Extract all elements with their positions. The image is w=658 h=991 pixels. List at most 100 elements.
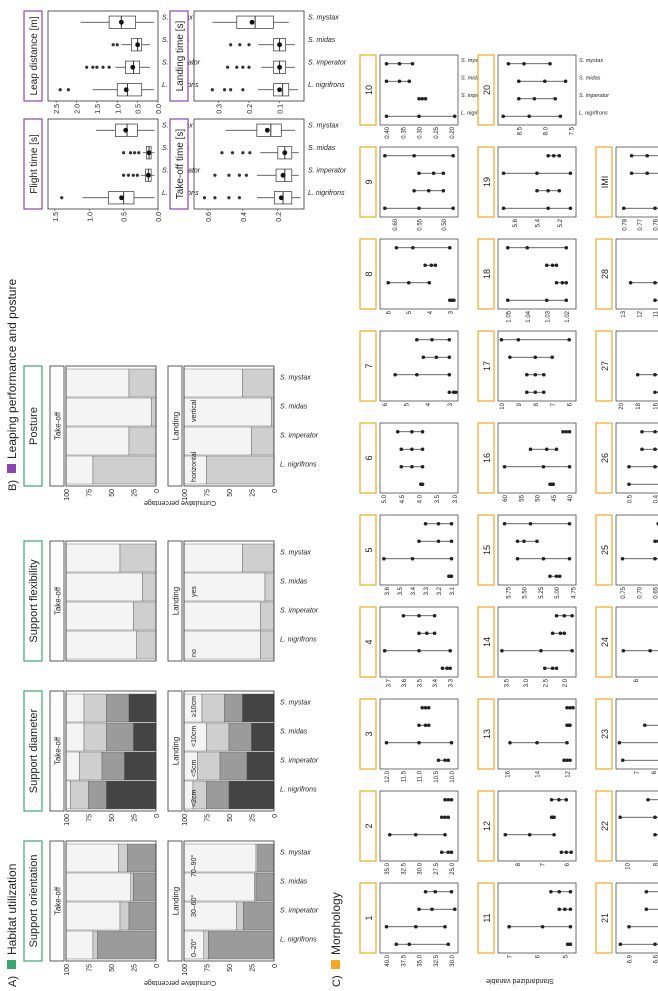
morph-22-title-box bbox=[595, 790, 613, 862]
morph-2-mid-point bbox=[443, 815, 447, 820]
morph-5-frame bbox=[379, 514, 459, 586]
morph-7-min-point bbox=[447, 372, 452, 377]
morph-6-min-point bbox=[420, 447, 425, 452]
morph-15-max-point bbox=[502, 521, 507, 526]
morph-22-max-point bbox=[646, 797, 650, 802]
flight-time-mean-point bbox=[119, 195, 124, 201]
morph-7-title: 7 bbox=[364, 363, 374, 368]
support-flexibility-takeoff-bar-seg bbox=[119, 543, 157, 573]
posture-tick-label: 0 bbox=[154, 489, 161, 493]
morph-1-max-point bbox=[423, 889, 428, 894]
morph-6-title-box bbox=[359, 422, 377, 494]
flight-time-outlier bbox=[60, 196, 64, 200]
morph-15-title-box bbox=[477, 514, 495, 586]
morph-18-min-point bbox=[564, 298, 569, 303]
takeoff-time-mean-point bbox=[282, 150, 288, 156]
support-diameter-takeoff-bar-seg bbox=[65, 780, 71, 810]
morph-3-max-point bbox=[436, 758, 441, 763]
morph-3-mid-point bbox=[417, 740, 421, 745]
morph-IMI-mid-point bbox=[645, 171, 650, 176]
morph-9-mid-point bbox=[426, 188, 431, 193]
morph-3-mid-point bbox=[423, 705, 428, 710]
morph-9-max-point bbox=[383, 153, 387, 158]
morph-16-min-point bbox=[554, 447, 559, 452]
support-diameter-tick-label: 75 bbox=[205, 814, 212, 822]
morph-16-mid-point bbox=[564, 429, 569, 434]
morph-12-max-point bbox=[503, 832, 508, 837]
support-orientation-takeoff-bar-seg bbox=[65, 872, 132, 902]
section-a-title: Habitat utilization bbox=[5, 864, 19, 955]
morph-2-max-point bbox=[387, 832, 392, 837]
support-diameter-landing-frame bbox=[183, 690, 275, 812]
support-diameter-title: Support diameter bbox=[28, 708, 40, 793]
morph-21-frame bbox=[615, 882, 658, 954]
morph-19-tick-label: 5.4 bbox=[536, 218, 542, 227]
support-flexibility-landing-frame bbox=[183, 540, 275, 662]
morph-15-tick-label: 5.00 bbox=[555, 586, 561, 598]
leap-distance-outlier bbox=[95, 65, 99, 69]
posture-takeoff-bar-seg bbox=[65, 455, 94, 485]
support-diameter-landing-bar-seg bbox=[242, 693, 275, 723]
morph-18-title: 18 bbox=[482, 269, 492, 279]
morph-1-mid-point bbox=[407, 942, 412, 947]
morph-17-min-point bbox=[567, 337, 572, 342]
morph-11-mid-point bbox=[563, 907, 567, 912]
morph-6-max-point bbox=[399, 464, 404, 469]
support-diameter-takeoff-bar-seg bbox=[83, 693, 107, 723]
morph-6-tick-label: 3.5 bbox=[435, 494, 441, 503]
landing-time-outlier bbox=[229, 43, 233, 47]
morph-14-max-point bbox=[550, 631, 555, 636]
morph-16-tick-label: 40 bbox=[568, 494, 574, 501]
morph-9-title: 9 bbox=[364, 179, 374, 184]
support-orientation-takeoff-bar-seg bbox=[126, 843, 157, 873]
support-diameter-tick-label: 0 bbox=[154, 814, 161, 818]
morph-28-tick-label: 11 bbox=[654, 310, 658, 317]
morph-5-title: 5 bbox=[364, 547, 374, 552]
morph-25-title: 25 bbox=[600, 545, 610, 555]
morph-10-tick-label: 0.35 bbox=[401, 126, 407, 138]
morph-4-max-point bbox=[401, 613, 406, 618]
leap-distance-box bbox=[116, 83, 143, 97]
support-orientation-tick-label: 50 bbox=[227, 964, 234, 972]
support-orientation-takeoff-bar-seg bbox=[65, 901, 121, 931]
leap-distance-tick-label: 2.5 bbox=[54, 104, 61, 114]
morph-21-tick-label: 6.6 bbox=[654, 954, 658, 963]
posture-species-label: S. imperator bbox=[280, 433, 319, 440]
morph-4-min-point bbox=[432, 631, 437, 636]
morph-26-max-point bbox=[627, 464, 631, 469]
landing-time-outlier bbox=[229, 88, 233, 92]
support-orientation-landing-bar-seg bbox=[203, 930, 209, 960]
morph-2-tick-label: 32.5 bbox=[401, 862, 407, 874]
morph-15-mid-point bbox=[554, 574, 559, 579]
posture-landing-label-box bbox=[167, 365, 183, 487]
landing-time-tick-label: 0.1 bbox=[278, 104, 285, 114]
morph-11-tick-label: 5 bbox=[563, 954, 569, 958]
morph-4-tick-label: 3.3 bbox=[449, 678, 455, 687]
morph-13-tick-label: 16 bbox=[506, 770, 512, 777]
morph-2-tick-label: 27.5 bbox=[434, 862, 440, 874]
morph-16-tick-label: 45 bbox=[552, 494, 558, 501]
morph-16-tick-label: 60 bbox=[503, 494, 509, 501]
morph-27-max-point bbox=[653, 390, 657, 395]
morph-14-min-point bbox=[570, 613, 574, 618]
support-orientation-takeoff-bar-seg bbox=[92, 930, 98, 960]
support-flexibility-takeoff-bar-seg bbox=[133, 601, 157, 631]
flight-time-outlier bbox=[128, 151, 133, 155]
support-flexibility-landing-bar-seg bbox=[183, 543, 243, 573]
morph-IMI-max-point bbox=[622, 206, 626, 211]
morph-20-frame bbox=[497, 54, 577, 126]
morph-1-max-point bbox=[417, 907, 421, 912]
morph-9-title-box bbox=[359, 146, 377, 218]
morph-7-mid-point bbox=[415, 372, 419, 377]
support-flexibility-takeoff-label-box bbox=[49, 540, 65, 662]
morph-20-min-point bbox=[553, 96, 558, 101]
morph-11-tick-label: 7 bbox=[508, 954, 514, 958]
morph-28-title-box bbox=[595, 238, 613, 310]
morph-7-max-point bbox=[393, 372, 397, 377]
support-orientation-series-label: 30–60° bbox=[190, 895, 198, 917]
morph-15-max-point bbox=[548, 574, 552, 579]
morph-3-max-point bbox=[384, 740, 389, 745]
morph-12-mid-point bbox=[564, 850, 569, 855]
morph-14-mid-point bbox=[562, 613, 567, 618]
morph-21-max-point bbox=[644, 907, 649, 912]
